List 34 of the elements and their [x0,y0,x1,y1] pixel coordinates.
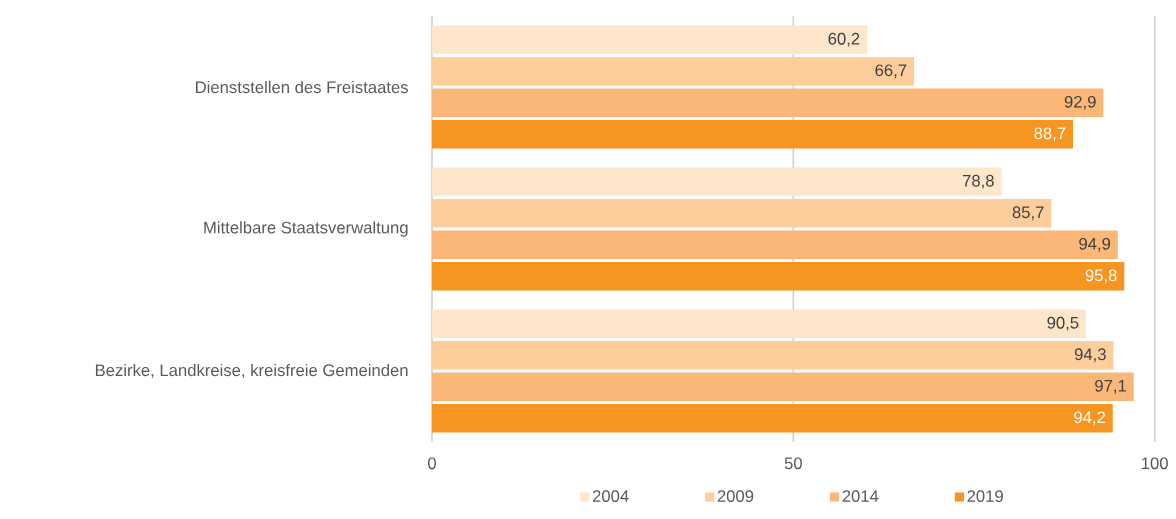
data-label: 92,9 [1064,95,1096,110]
legend-label: 2009 [717,490,754,503]
y-tick-label: Dienststellen des Freistaates [195,80,408,94]
bar [432,230,1118,259]
x-tick-label: 0 [428,457,436,470]
data-label: 94,2 [1074,411,1105,426]
x-tick-label: 100 [1142,457,1168,470]
data-label: 66,7 [875,64,907,79]
data-label: 60,2 [828,32,860,47]
data-label: 94,9 [1079,237,1111,252]
data-label: 78,8 [962,174,994,189]
data-label: 90,5 [1047,316,1079,331]
bar [432,167,1002,196]
data-label: 97,1 [1095,379,1126,394]
legend-label: 2004 [592,490,629,503]
data-label: 85,7 [1012,206,1044,221]
bar [432,262,1125,291]
y-tick-label: Mittelbare Staatsverwaltung [204,221,408,237]
data-label: 88,7 [1034,127,1066,142]
data-label: 95,8 [1085,269,1117,284]
bar [432,404,1113,433]
x-tick-label: 50 [784,457,802,470]
bar [432,309,1087,338]
bar [432,341,1114,370]
legend-label: 2014 [842,490,879,503]
bar [432,120,1074,149]
bar [432,199,1052,228]
bar [432,372,1134,401]
legend-label: 2019 [967,490,1003,503]
y-tick-label: Bezirke, Landkreise, kreisfreie Gemeinden [95,363,408,379]
bar [432,57,915,86]
bar [432,88,1104,117]
bar [432,25,868,54]
data-label: 94,3 [1074,348,1106,363]
